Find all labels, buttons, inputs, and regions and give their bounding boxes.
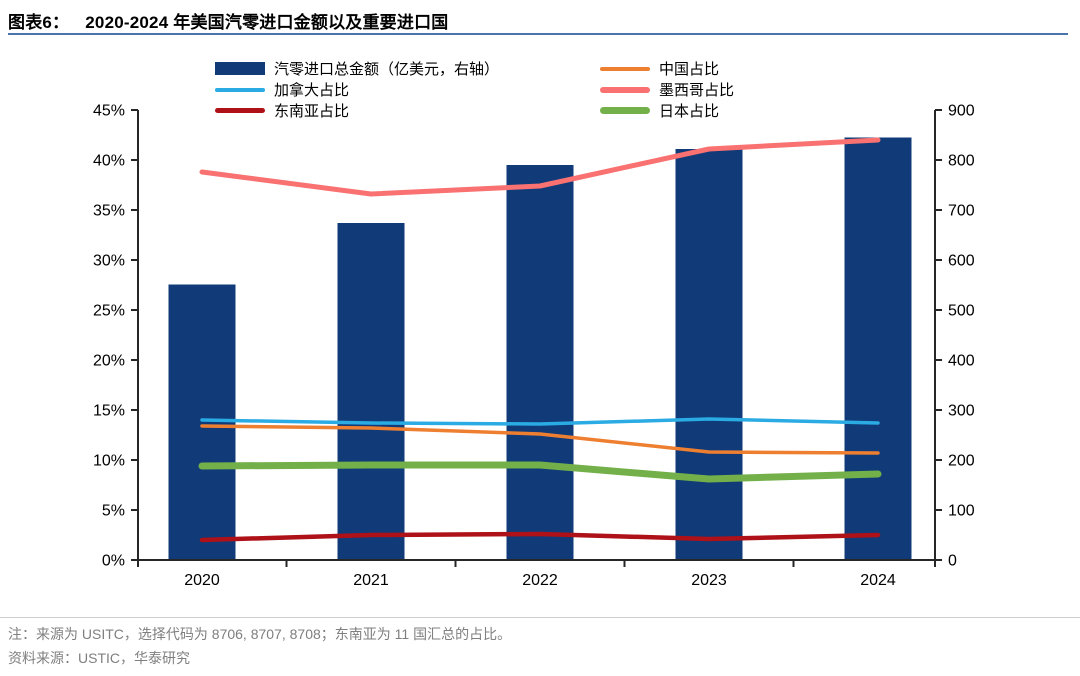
left-tick-label: 25% <box>93 303 125 320</box>
legend-label: 中国占比 <box>659 61 720 78</box>
legend-swatch-mexico-line <box>600 86 650 93</box>
x-tick-label: 2023 <box>691 572 727 589</box>
bar-swatch <box>215 62 265 75</box>
line-swatch <box>600 86 650 93</box>
right-tick-label: 300 <box>948 403 975 420</box>
legend-item-japan: 日本占比 <box>600 100 734 121</box>
left-tick-label: 40% <box>93 153 125 170</box>
bar-2020 <box>168 284 236 560</box>
right-tick-label: 700 <box>948 203 975 220</box>
left-tick-label: 15% <box>93 403 125 420</box>
footer-divider <box>0 617 1080 618</box>
legend-label: 日本占比 <box>659 103 720 120</box>
legend-label: 东南亚占比 <box>274 103 350 120</box>
legend-item-mexico: 墨西哥占比 <box>600 79 734 100</box>
legend-label: 墨西哥占比 <box>659 82 735 99</box>
legend-label: 加拿大占比 <box>274 82 350 99</box>
right-tick-label: 0 <box>948 553 957 570</box>
legend-item-canada: 加拿大占比 <box>215 79 600 100</box>
line-canada <box>200 417 880 426</box>
bar-2023 <box>675 149 743 560</box>
chart-legend: 汽零进口总金额（亿美元，右轴） 中国占比 加拿大占比 墨西哥占比 东南亚占比 日… <box>215 58 734 121</box>
x-tick-label: 2022 <box>522 572 558 589</box>
x-tick-label: 2021 <box>353 572 389 589</box>
x-tick-label: 2020 <box>184 572 220 589</box>
left-tick-label: 20% <box>93 353 125 370</box>
line-japan <box>198 461 882 483</box>
left-tick-label: 10% <box>93 453 125 470</box>
left-tick-label: 0% <box>102 553 125 570</box>
right-tick-label: 200 <box>948 453 975 470</box>
left-tick-label: 45% <box>93 103 125 120</box>
legend-swatch-canada-line <box>215 87 265 92</box>
chart-source: 资料来源：USTIC，华泰研究 <box>8 650 190 666</box>
right-tick-label: 600 <box>948 253 975 270</box>
bar-2022 <box>506 165 574 560</box>
chart-note: 注：来源为 USITC，选择代码为 8706, 8707, 8708；东南亚为 … <box>8 626 512 642</box>
legend-item-total: 汽零进口总金额（亿美元，右轴） <box>215 58 600 79</box>
left-tick-label: 30% <box>93 253 125 270</box>
right-tick-label: 800 <box>948 153 975 170</box>
left-tick-label: 35% <box>93 203 125 220</box>
left-tick-label: 5% <box>102 503 125 520</box>
combo-chart: 45% 40% 35% 30% 25% 20% 15% 10% 5% 0% 900 800 700 600… <box>93 103 975 590</box>
legend-swatch-total-bar <box>215 62 265 75</box>
legend-swatch-china-line <box>600 66 650 71</box>
title-underline <box>8 33 1068 35</box>
legend-swatch-japan-line <box>600 107 650 114</box>
legend-item-china: 中国占比 <box>600 58 734 79</box>
chart-number-label: 图表6： <box>8 13 70 32</box>
line-seasia <box>199 531 881 543</box>
legend-item-seasia: 东南亚占比 <box>215 100 600 121</box>
line-swatch <box>215 108 265 113</box>
bar-2024 <box>844 137 912 560</box>
line-mexico <box>199 137 881 197</box>
right-tick-label: 400 <box>948 353 975 370</box>
page-title: 图表6： 2020-2024 年美国汽零进口金额以及重要进口国 <box>8 8 449 33</box>
right-tick-label: 900 <box>948 103 975 120</box>
line-china <box>200 424 880 455</box>
line-swatch <box>600 66 650 71</box>
legend-swatch-seasia-line <box>215 108 265 113</box>
x-tick-label: 2024 <box>860 572 896 589</box>
line-swatch <box>215 87 265 92</box>
right-tick-label: 100 <box>948 503 975 520</box>
line-swatch <box>600 107 650 114</box>
right-tick-label: 500 <box>948 303 975 320</box>
legend-label: 汽零进口总金额（亿美元，右轴） <box>274 61 500 78</box>
bar-2021 <box>337 223 405 560</box>
chart-title-text: 2020-2024 年美国汽零进口金额以及重要进口国 <box>85 13 449 32</box>
